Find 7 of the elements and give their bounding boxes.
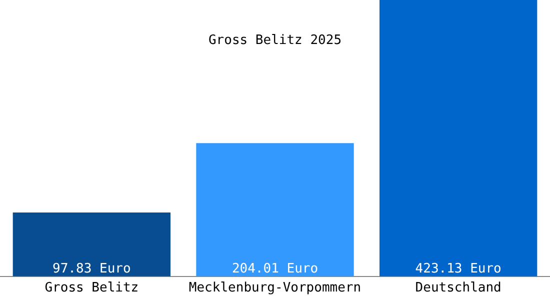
x-tick-label: Gross Belitz xyxy=(44,280,139,296)
x-tick-label: Deutschland xyxy=(415,280,502,296)
text: Gross Belitz 2025 xyxy=(208,33,342,48)
data-label: 204.01 Euro xyxy=(232,261,318,276)
x-tick-label: Mecklenburg-Vorpommern xyxy=(188,280,362,296)
data-label: 423.13 Euro xyxy=(415,261,502,276)
data-label: 97.83 Euro xyxy=(52,261,131,276)
